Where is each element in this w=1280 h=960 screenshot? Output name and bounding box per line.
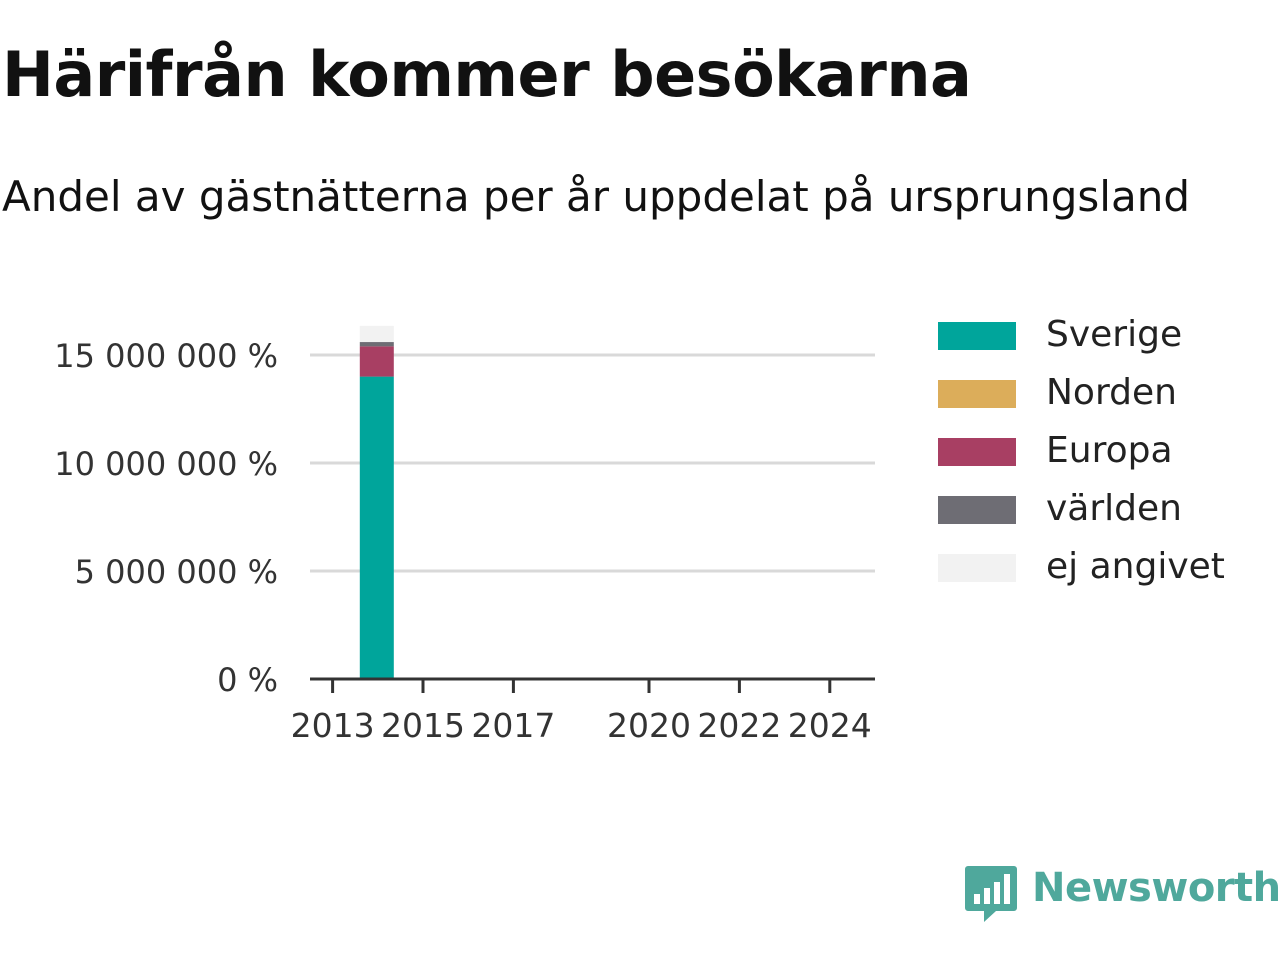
legend-swatch xyxy=(938,438,1016,466)
legend-swatch xyxy=(938,380,1016,408)
bar-segment-sverige xyxy=(359,376,394,679)
legend-swatch xyxy=(938,322,1016,350)
x-tick-label: 2017 xyxy=(471,706,555,745)
chart-subtitle: Andel av gästnätterna per år uppdelat på… xyxy=(2,172,1190,221)
bars xyxy=(359,325,394,679)
y-tick-label: 10 000 000 % xyxy=(54,445,278,483)
x-tick-label: 2022 xyxy=(697,706,781,745)
legend-label: Sverige xyxy=(1046,314,1183,355)
bar-segment-europa xyxy=(359,346,394,377)
brand-name: Newsworthy xyxy=(1032,865,1280,911)
y-tick-label: 0 % xyxy=(217,661,278,699)
x-tick-label: 2013 xyxy=(291,706,375,745)
x-tick-label: 2020 xyxy=(607,706,691,745)
bar-segment-ej-angivet xyxy=(359,325,394,343)
bar-segment-världen xyxy=(359,342,394,347)
newsworthy-logo-icon xyxy=(965,866,1017,922)
legend-label: Europa xyxy=(1046,430,1173,471)
y-tick-label: 5 000 000 % xyxy=(75,553,278,591)
x-axis-tick-labels: 2013 2015 2017 2020 2022 2024 xyxy=(291,706,872,745)
legend-label: ej angivet xyxy=(1046,546,1225,587)
chart-title: Härifrån kommer besökarna xyxy=(2,38,972,111)
y-tick-label: 15 000 000 % xyxy=(54,337,278,375)
legend-swatch xyxy=(938,554,1016,582)
grid-lines xyxy=(310,353,875,573)
x-tick-label: 2024 xyxy=(788,706,872,745)
legend-swatch xyxy=(938,496,1016,524)
x-tick-label: 2015 xyxy=(381,706,465,745)
legend-label: Norden xyxy=(1046,372,1177,413)
y-axis-tick-labels: 0 % 5 000 000 % 10 000 000 % 15 000 000 % xyxy=(54,337,278,699)
legend-label: världen xyxy=(1046,488,1182,529)
x-axis xyxy=(310,677,875,693)
